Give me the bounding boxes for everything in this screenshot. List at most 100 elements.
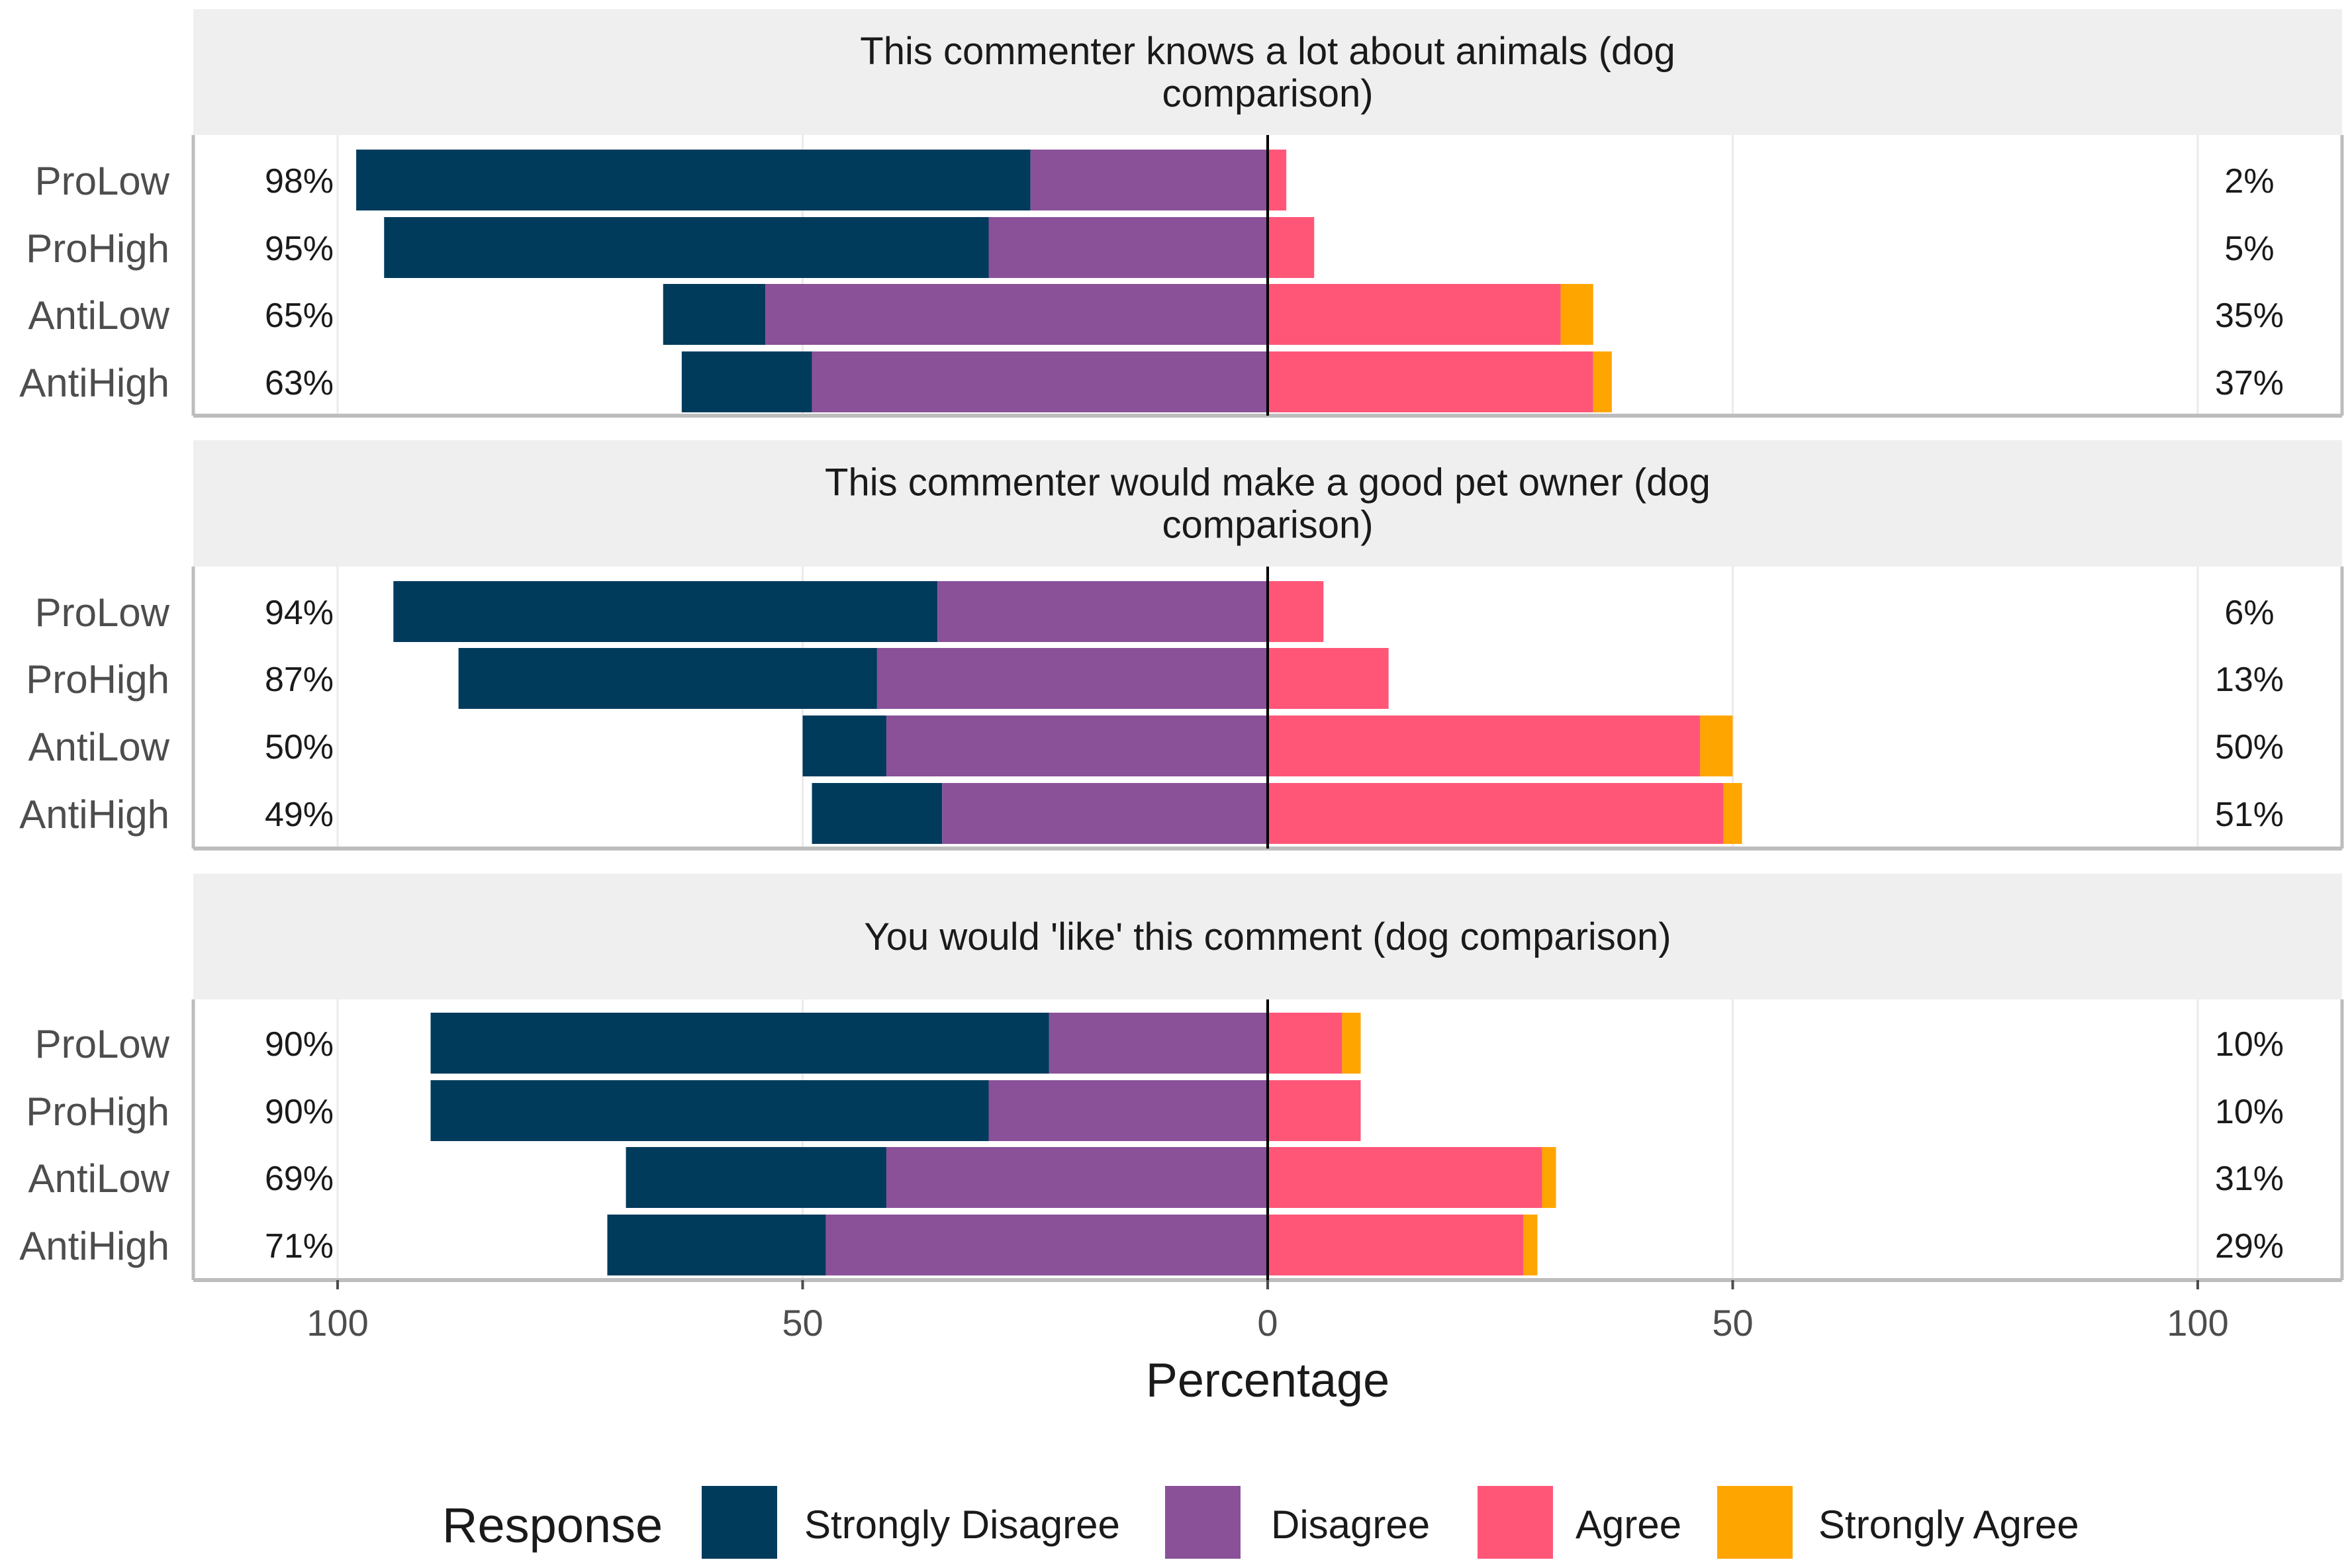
bar-strongly-disagree <box>681 351 812 412</box>
bar-strongly-disagree <box>802 715 886 776</box>
category-label: AntiHigh <box>19 792 169 837</box>
facet-title: You would 'like' this comment (dog compa… <box>864 915 1671 958</box>
bar-strongly-disagree <box>430 1080 989 1141</box>
percent-label-left: 90% <box>265 1025 334 1064</box>
percent-label-right: 6% <box>2224 594 2274 632</box>
category-label: ProHigh <box>26 226 169 271</box>
legend-key <box>1717 1486 1793 1559</box>
percent-label-left: 63% <box>265 364 334 402</box>
percent-label-right: 50% <box>2215 728 2284 766</box>
legend-label: Disagree <box>1271 1502 1430 1547</box>
bar-strongly-disagree <box>607 1215 826 1275</box>
percent-label-left: 69% <box>265 1160 334 1198</box>
bar-disagree <box>886 715 1268 776</box>
percent-label-left: 94% <box>265 594 334 632</box>
legend-label: Strongly Disagree <box>804 1502 1120 1547</box>
bar-disagree <box>876 648 1268 709</box>
facet-panel-1: This commenter knows a lot about animals… <box>19 9 2344 418</box>
bar-strongly-agree <box>1723 783 1742 844</box>
percent-label-left: 87% <box>265 661 334 699</box>
bar-agree <box>1268 648 1389 709</box>
percent-label-right: 13% <box>2215 661 2284 699</box>
x-tick-label: 100 <box>2167 1302 2228 1344</box>
percent-label-right: 51% <box>2215 796 2284 834</box>
legend-key <box>1165 1486 1241 1559</box>
percent-label-right: 10% <box>2215 1025 2284 1064</box>
bar-strongly-disagree <box>430 1013 1049 1074</box>
x-tick-label: 50 <box>1712 1302 1753 1344</box>
percent-label-right: 2% <box>2224 162 2274 201</box>
bar-strongly-disagree <box>663 284 766 345</box>
bar-agree <box>1268 1080 1361 1141</box>
bar-strongly-disagree <box>458 648 877 709</box>
bar-strongly-agree <box>1700 715 1733 776</box>
category-label: ProLow <box>35 590 170 635</box>
category-label: AntiHigh <box>19 361 169 405</box>
bar-strongly-agree <box>1542 1147 1556 1208</box>
bar-strongly-disagree <box>393 581 938 642</box>
bar-disagree <box>1049 1013 1268 1074</box>
bar-disagree <box>942 783 1268 844</box>
category-label: AntiLow <box>28 1156 170 1201</box>
legend-key <box>702 1486 777 1559</box>
bar-strongly-agree <box>1342 1013 1361 1074</box>
facet-strip <box>193 440 2342 567</box>
percent-label-left: 90% <box>265 1093 334 1131</box>
bar-strongly-disagree <box>384 217 989 278</box>
bar-agree <box>1268 1013 1342 1074</box>
bar-disagree <box>1030 150 1268 210</box>
bar-agree <box>1268 581 1324 642</box>
percent-label-left: 98% <box>265 162 334 201</box>
percent-label-right: 5% <box>2224 230 2274 268</box>
percent-label-right: 37% <box>2215 364 2284 402</box>
category-label: ProHigh <box>26 657 169 702</box>
bar-disagree <box>937 581 1268 642</box>
percent-label-right: 35% <box>2215 297 2284 335</box>
percent-label-right: 31% <box>2215 1160 2284 1198</box>
percent-label-left: 49% <box>265 796 334 834</box>
bar-strongly-disagree <box>626 1147 886 1208</box>
legend-label: Strongly Agree <box>1818 1502 2079 1547</box>
bar-strongly-agree <box>1560 284 1593 345</box>
facet-panel-2: This commenter would make a good pet own… <box>19 440 2344 851</box>
facet-strip <box>193 9 2342 135</box>
category-label: AntiLow <box>28 725 170 769</box>
bar-agree <box>1268 217 1315 278</box>
percent-label-left: 71% <box>265 1227 334 1266</box>
bar-agree <box>1268 150 1287 210</box>
category-label: AntiLow <box>28 293 170 338</box>
percent-label-right: 29% <box>2215 1227 2284 1266</box>
facet-title: comparison) <box>1162 504 1373 547</box>
bar-strongly-agree <box>1593 351 1612 412</box>
bar-agree <box>1268 715 1701 776</box>
facet-title: comparison) <box>1162 72 1373 115</box>
bar-disagree <box>765 284 1268 345</box>
category-label: ProLow <box>35 159 170 203</box>
x-tick-label: 0 <box>1257 1302 1278 1344</box>
percent-label-left: 65% <box>265 297 334 335</box>
bar-strongly-agree <box>1523 1215 1538 1275</box>
category-label: ProHigh <box>26 1089 169 1134</box>
legend-label: Agree <box>1575 1502 1681 1547</box>
bar-agree <box>1268 351 1593 412</box>
facet-strip <box>193 874 2342 999</box>
bar-disagree <box>825 1215 1268 1275</box>
bar-disagree <box>988 217 1268 278</box>
percent-label-right: 10% <box>2215 1093 2284 1131</box>
bar-disagree <box>812 351 1268 412</box>
facet-panel-3: You would 'like' this comment (dog compa… <box>19 874 2344 1282</box>
bar-agree <box>1268 783 1724 844</box>
facet-title: This commenter knows a lot about animals… <box>860 30 1675 73</box>
x-tick-label: 50 <box>782 1302 823 1344</box>
legend-title: Response <box>442 1498 663 1553</box>
category-label: ProLow <box>35 1022 170 1066</box>
bar-strongly-disagree <box>812 783 943 844</box>
facet-title: This commenter would make a good pet own… <box>825 461 1711 504</box>
category-label: AntiHigh <box>19 1224 169 1268</box>
bar-agree <box>1268 1147 1542 1208</box>
bar-disagree <box>988 1080 1268 1141</box>
percent-label-left: 95% <box>265 230 334 268</box>
bar-agree <box>1268 1215 1524 1275</box>
bar-agree <box>1268 284 1561 345</box>
